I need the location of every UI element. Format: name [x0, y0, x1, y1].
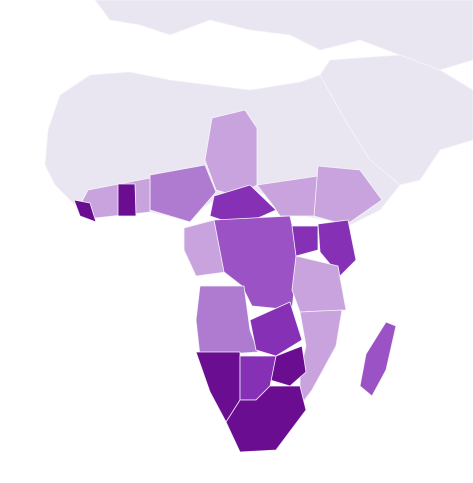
- dr-congo: [213, 215, 299, 311]
- gabon-congo: [183, 219, 227, 277]
- madagascar: [359, 321, 397, 397]
- countries: [73, 109, 397, 453]
- uganda: [291, 225, 319, 257]
- angola: [195, 285, 259, 357]
- liberia: [73, 199, 97, 223]
- mozambique: [299, 309, 343, 407]
- europe: [94, 0, 473, 71]
- south-sudan: [256, 175, 319, 217]
- south-africa: [225, 385, 307, 453]
- ghana: [117, 183, 137, 217]
- zambia: [249, 301, 303, 357]
- kenya: [317, 219, 357, 277]
- ethiopia: [313, 165, 383, 226]
